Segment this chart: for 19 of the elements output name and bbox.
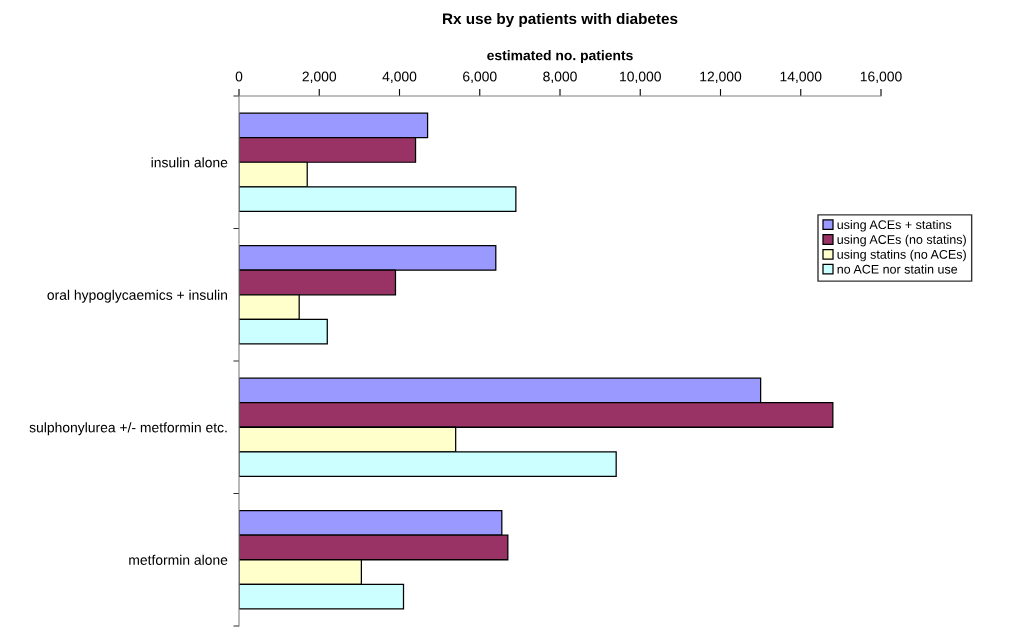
x-tick-label: 12,000 [700, 71, 742, 84]
y-tick-label: oral hypoglycaemics + insulin [47, 289, 227, 303]
x-tick-label: 14,000 [780, 71, 822, 84]
chart-title: Rx use by patients with diabetes [443, 12, 678, 28]
y-tick-label: insulin alone [151, 157, 228, 168]
x-tick-label: 0 [235, 71, 243, 82]
x-axis-title: estimated no. patients [487, 50, 633, 64]
x-tick-label: 10,000 [620, 71, 661, 84]
x-tick-label: 4,000 [382, 71, 417, 84]
x-tick-label: 16,000 [860, 71, 902, 84]
legend-label: using ACEs (no statins) [837, 234, 966, 247]
y-tick-label: sulphonylurea +/- metformin etc. [29, 422, 227, 436]
x-tick-label: 6,000 [463, 71, 497, 84]
x-tick-label: 8,000 [543, 71, 577, 84]
legend-label: using ACEs + statins [837, 219, 952, 232]
x-tick-label: 2,000 [302, 71, 337, 84]
y-tick-label: metformin alone [129, 554, 228, 565]
legend-label: no ACE nor statin use [837, 264, 958, 274]
legend-label: using statins (no ACEs) [837, 249, 966, 262]
